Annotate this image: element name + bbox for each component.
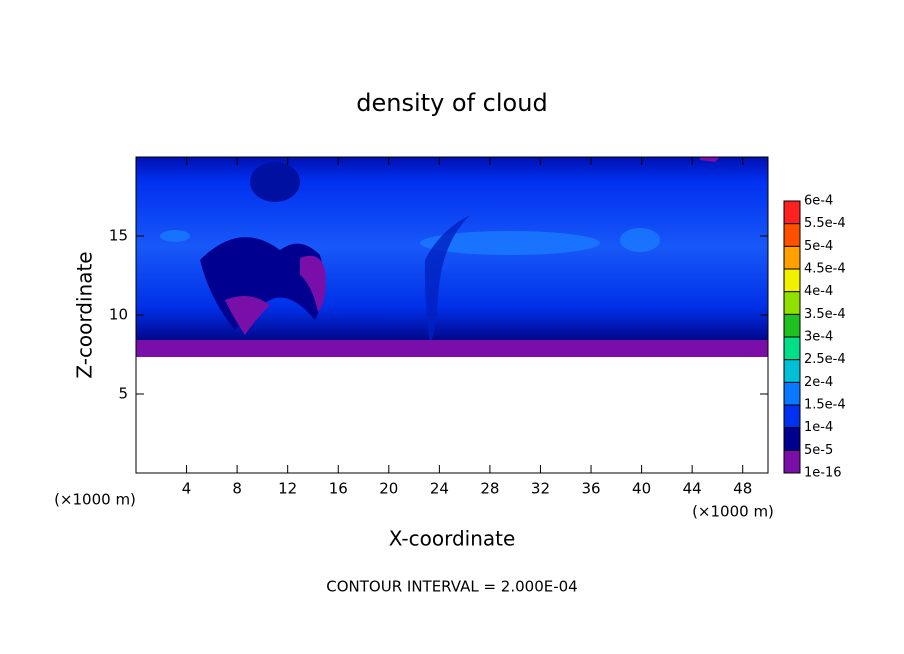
colorbar-swatch bbox=[784, 201, 800, 224]
x-tick-label: 48 bbox=[733, 480, 752, 498]
colorbar-swatch bbox=[784, 314, 800, 337]
x-axis-title: X-coordinate bbox=[389, 527, 516, 551]
colorbar-label: 6e-4 bbox=[804, 194, 833, 209]
colorbar-label: 3.5e-4 bbox=[804, 307, 846, 322]
x-tick-label: 44 bbox=[683, 480, 702, 498]
contour-interval-note: CONTOUR INTERVAL = 2.000E-04 bbox=[326, 578, 577, 596]
x-tick-label: 12 bbox=[278, 480, 297, 498]
colorbar-swatch bbox=[784, 450, 800, 473]
contour-field bbox=[136, 157, 768, 473]
colorbar-swatch bbox=[784, 291, 800, 315]
colorbar-swatch bbox=[784, 359, 800, 383]
x-tick-label: 40 bbox=[632, 480, 651, 498]
x-tick-label: 4 bbox=[182, 480, 192, 498]
y-tick-label: 5 bbox=[118, 385, 128, 403]
colorbar-swatch bbox=[784, 246, 800, 269]
y-axis-title: Z-coordinate bbox=[73, 251, 97, 378]
x-tick-label: 24 bbox=[430, 480, 449, 498]
y-unit-label: (×1000 m) bbox=[54, 491, 136, 509]
colorbar-label: 1e-4 bbox=[804, 420, 833, 435]
x-tick-label: 28 bbox=[480, 480, 499, 498]
colorbar-label: 2e-4 bbox=[804, 375, 833, 390]
colorbar-label: 5e-4 bbox=[804, 239, 833, 254]
y-tick-label: 15 bbox=[109, 227, 128, 245]
colorbar-label: 5.5e-4 bbox=[804, 216, 846, 231]
colorbar-swatch bbox=[784, 337, 800, 360]
colorbar-label: 2.5e-4 bbox=[804, 352, 846, 367]
x-tick-label: 20 bbox=[379, 480, 398, 498]
x-unit-label: (×1000 m) bbox=[692, 503, 774, 521]
x-tick-label: 16 bbox=[329, 480, 348, 498]
colorbar-label: 4e-4 bbox=[804, 284, 833, 299]
colorbar-label: 4.5e-4 bbox=[804, 262, 846, 277]
colorbar-label: 1.5e-4 bbox=[804, 398, 846, 413]
colorbar-swatch bbox=[784, 427, 800, 451]
colorbar-swatch bbox=[784, 382, 800, 405]
colorbar-label: 5e-5 bbox=[804, 443, 833, 458]
x-tick-label: 8 bbox=[232, 480, 242, 498]
colorbar-swatch bbox=[784, 405, 800, 428]
colorbar-label: 1e-16 bbox=[804, 466, 842, 481]
y-tick-label: 10 bbox=[109, 306, 128, 324]
colorbar-swatch bbox=[784, 223, 800, 247]
colorbar-swatch bbox=[784, 269, 800, 292]
chart-title: density of cloud bbox=[356, 89, 547, 117]
x-tick-label: 36 bbox=[581, 480, 600, 498]
colorbar-label: 3e-4 bbox=[804, 330, 833, 345]
x-tick-label: 32 bbox=[531, 480, 550, 498]
